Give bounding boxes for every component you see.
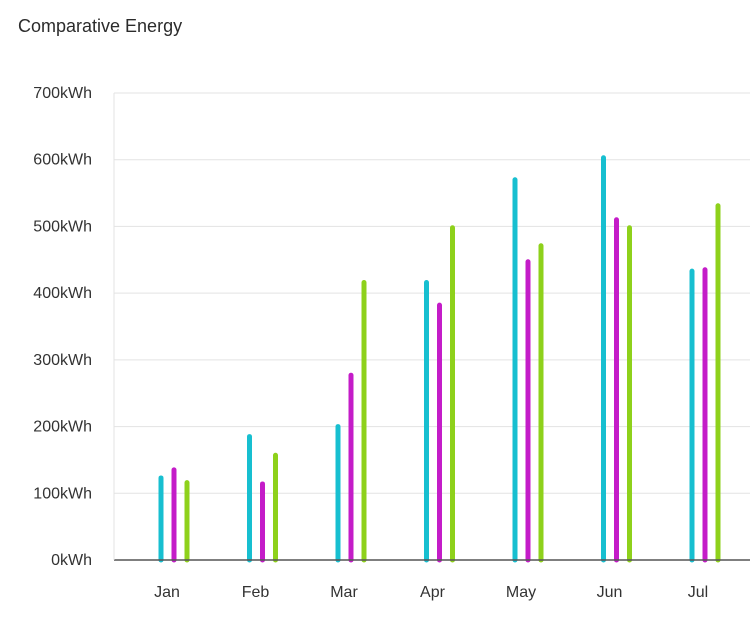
y-tick-label: 300kWh [33, 352, 92, 369]
bar-series [158, 155, 721, 563]
y-tick-label: 600kWh [33, 152, 92, 169]
x-tick-label-feb: Feb [242, 584, 270, 601]
y-tick-label: 0kWh [51, 552, 92, 569]
x-tick-label-may: May [506, 584, 536, 601]
x-axis-labels: Jan Feb Mar Apr May Jun Jul [154, 584, 708, 601]
y-tick-label: 400kWh [33, 285, 92, 302]
y-tick-label: 200kWh [33, 419, 92, 436]
x-tick-label-mar: Mar [330, 584, 358, 601]
y-tick-label: 100kWh [33, 485, 92, 502]
x-tick-label-apr: Apr [420, 584, 446, 601]
gridlines [114, 92, 750, 494]
x-tick-label-jan: Jan [154, 584, 180, 601]
y-axis-labels: 0kWh 100kWh 200kWh 300kWh 400kWh 500kWh 600kWh… [33, 85, 92, 569]
y-tick-label: 700kWh [33, 85, 92, 102]
chart-title: Comparative Energy [18, 16, 183, 36]
x-tick-label-jul: Jul [688, 584, 708, 601]
x-tick-label-jun: Jun [597, 584, 623, 601]
y-tick-label: 500kWh [33, 218, 92, 235]
